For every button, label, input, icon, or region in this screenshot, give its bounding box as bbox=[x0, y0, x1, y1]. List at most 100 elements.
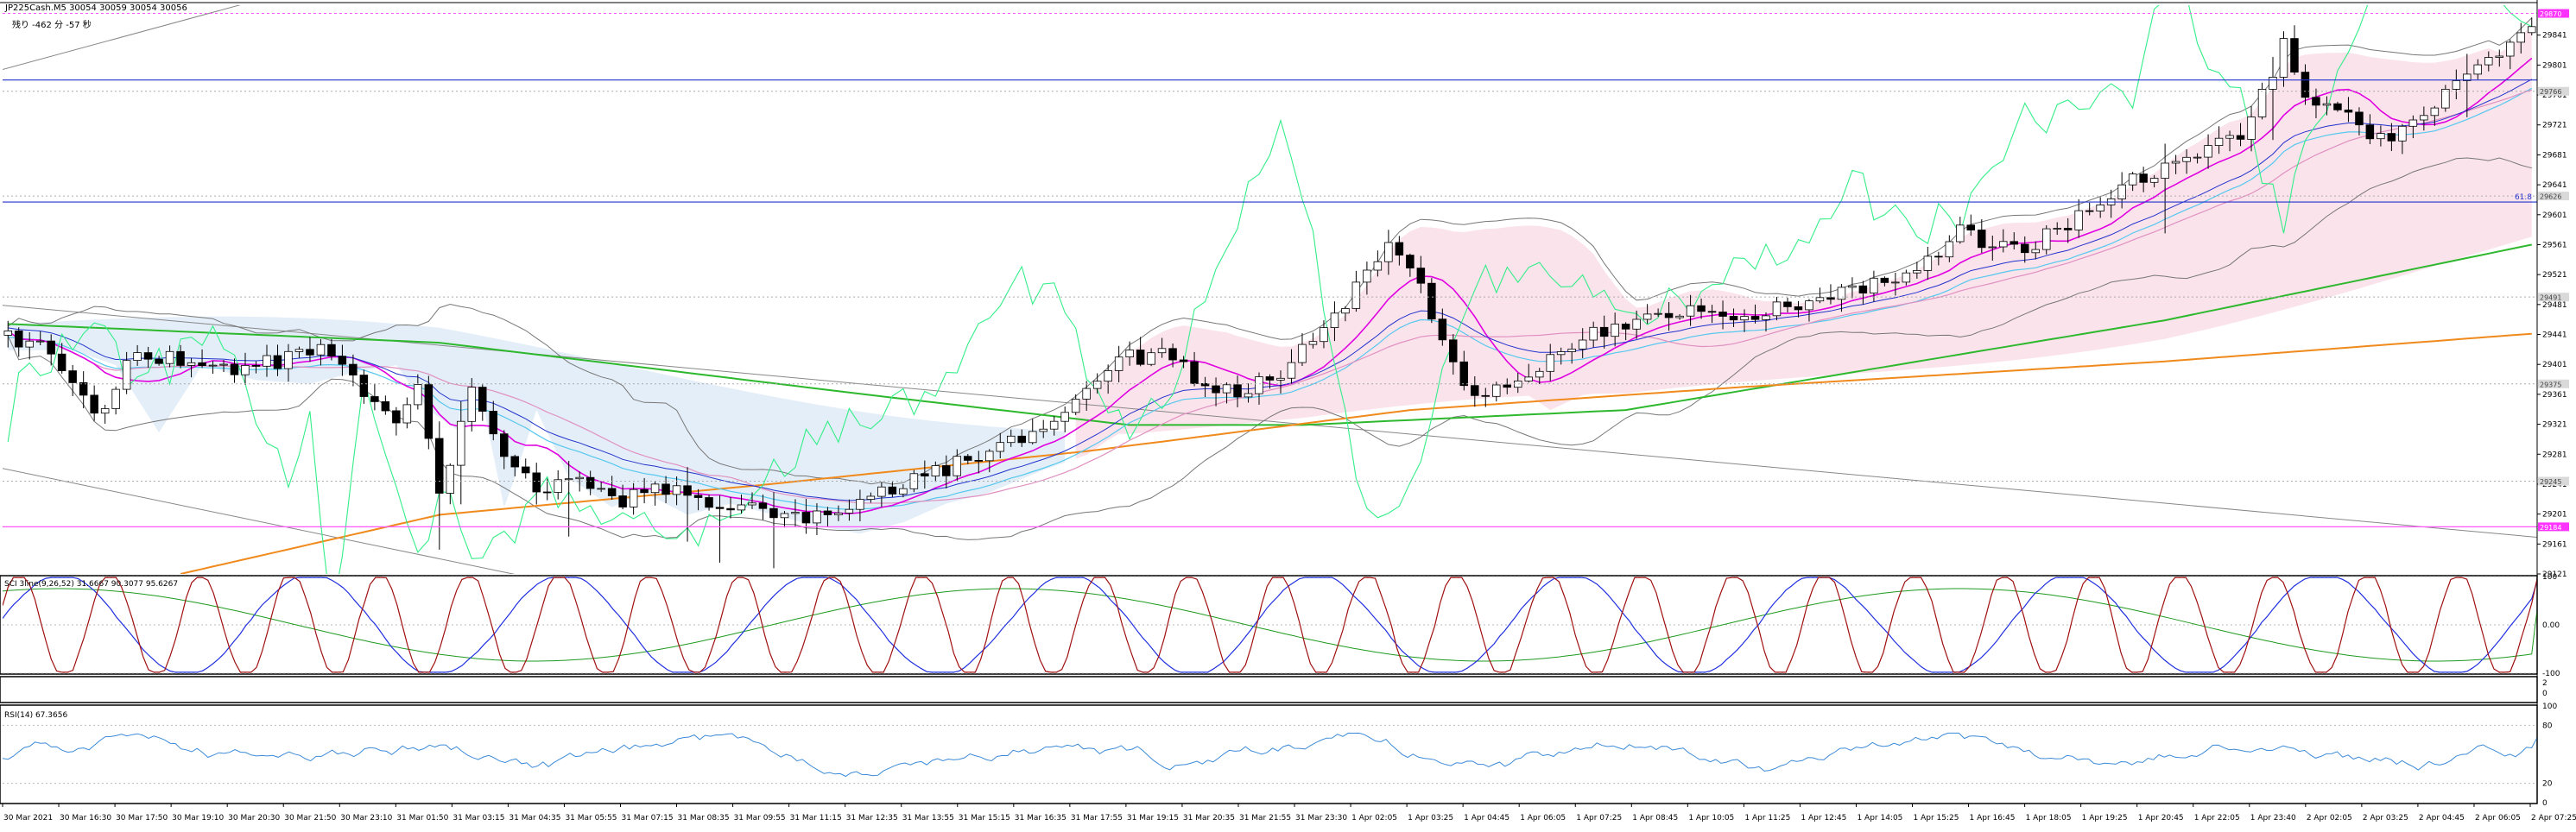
candle[interactable] bbox=[35, 331, 45, 346]
candle[interactable] bbox=[1826, 284, 1835, 305]
candle[interactable] bbox=[457, 400, 465, 505]
candle[interactable] bbox=[1492, 381, 1501, 402]
candle[interactable] bbox=[2182, 149, 2191, 174]
candle[interactable] bbox=[2322, 96, 2332, 116]
candle[interactable] bbox=[554, 470, 562, 500]
candle[interactable] bbox=[143, 346, 153, 369]
candle[interactable] bbox=[1567, 343, 1576, 364]
candle[interactable] bbox=[1664, 302, 1674, 331]
candle[interactable] bbox=[834, 505, 843, 521]
candle[interactable] bbox=[2214, 126, 2224, 154]
candle[interactable] bbox=[251, 361, 261, 374]
candle[interactable] bbox=[1416, 255, 1426, 293]
candles[interactable] bbox=[3, 17, 2536, 569]
candle[interactable] bbox=[2333, 101, 2342, 112]
candle[interactable] bbox=[316, 338, 326, 366]
candle[interactable] bbox=[381, 395, 390, 415]
candle[interactable] bbox=[640, 477, 649, 504]
candle[interactable] bbox=[629, 482, 638, 515]
candle[interactable] bbox=[392, 407, 401, 436]
candle[interactable] bbox=[1535, 368, 1544, 385]
candle[interactable] bbox=[1049, 416, 1059, 436]
candle[interactable] bbox=[1880, 276, 1889, 287]
candle[interactable] bbox=[1007, 429, 1016, 447]
candle[interactable] bbox=[1848, 277, 1857, 299]
candle[interactable] bbox=[2441, 85, 2450, 112]
candle[interactable] bbox=[2312, 88, 2320, 118]
candle[interactable] bbox=[1373, 250, 1383, 277]
candle[interactable] bbox=[1772, 297, 1782, 321]
candle[interactable] bbox=[1351, 270, 1361, 312]
candle[interactable] bbox=[2031, 241, 2040, 260]
candle[interactable] bbox=[683, 467, 692, 542]
candle[interactable] bbox=[1438, 308, 1447, 346]
candle[interactable] bbox=[1029, 419, 1037, 444]
candle[interactable] bbox=[1589, 321, 1598, 348]
candle[interactable] bbox=[1157, 337, 1167, 358]
candle[interactable] bbox=[294, 346, 304, 358]
candle[interactable] bbox=[434, 421, 444, 550]
candle[interactable] bbox=[1471, 376, 1479, 407]
candle[interactable] bbox=[1449, 334, 1458, 375]
candle[interactable] bbox=[230, 358, 239, 383]
candle[interactable] bbox=[2398, 123, 2407, 154]
candle[interactable] bbox=[219, 360, 228, 373]
candle[interactable] bbox=[2387, 123, 2396, 151]
candle[interactable] bbox=[542, 478, 552, 501]
candle[interactable] bbox=[2462, 54, 2472, 117]
candle[interactable] bbox=[133, 344, 142, 366]
candle[interactable] bbox=[650, 481, 660, 506]
candle[interactable] bbox=[693, 488, 703, 511]
candle[interactable] bbox=[2204, 134, 2212, 169]
candle[interactable] bbox=[424, 375, 434, 450]
candle[interactable] bbox=[1815, 287, 1825, 304]
candle[interactable] bbox=[899, 483, 908, 498]
candle[interactable] bbox=[1287, 349, 1296, 384]
candle[interactable] bbox=[2301, 64, 2310, 105]
candle[interactable] bbox=[1459, 350, 1469, 391]
candle[interactable] bbox=[1092, 373, 1102, 394]
candle[interactable] bbox=[1966, 214, 1975, 236]
candle[interactable] bbox=[1837, 283, 1846, 312]
candle[interactable] bbox=[942, 455, 951, 488]
candle[interactable] bbox=[1686, 294, 1695, 326]
candle[interactable] bbox=[176, 344, 185, 369]
candle[interactable] bbox=[1805, 299, 1813, 322]
candle[interactable] bbox=[1222, 381, 1231, 404]
candle[interactable] bbox=[1707, 305, 1717, 324]
candle[interactable] bbox=[1977, 219, 1986, 254]
candle[interactable] bbox=[737, 494, 746, 514]
candle[interactable] bbox=[769, 492, 778, 569]
candle[interactable] bbox=[2279, 31, 2288, 87]
candle[interactable] bbox=[2344, 97, 2353, 123]
candle[interactable] bbox=[1147, 348, 1155, 367]
candle[interactable] bbox=[2053, 222, 2061, 236]
candle[interactable] bbox=[1891, 273, 1900, 296]
candle[interactable] bbox=[888, 482, 897, 498]
main-price-panel[interactable] bbox=[3, 0, 2537, 616]
candle[interactable] bbox=[791, 499, 800, 527]
candle[interactable] bbox=[1200, 376, 1210, 398]
candle[interactable] bbox=[2257, 82, 2267, 120]
candle[interactable] bbox=[877, 482, 886, 507]
candle[interactable] bbox=[1762, 312, 1770, 332]
candle[interactable] bbox=[1750, 304, 1760, 324]
candle[interactable] bbox=[1071, 394, 1080, 415]
candle[interactable] bbox=[208, 361, 218, 375]
candle[interactable] bbox=[1675, 313, 1684, 320]
candle[interactable] bbox=[1179, 356, 1188, 369]
candle[interactable] bbox=[1255, 372, 1263, 405]
candle[interactable] bbox=[597, 482, 605, 493]
candle[interactable] bbox=[585, 470, 595, 495]
candle[interactable] bbox=[1363, 262, 1371, 295]
candle[interactable] bbox=[2452, 69, 2461, 100]
candle[interactable] bbox=[1718, 300, 1727, 330]
candle[interactable] bbox=[1556, 347, 1566, 365]
candle[interactable] bbox=[1125, 341, 1134, 366]
candle[interactable] bbox=[1578, 328, 1587, 358]
candle[interactable] bbox=[1934, 251, 1943, 266]
candle[interactable] bbox=[1642, 304, 1652, 325]
candle[interactable] bbox=[1923, 246, 1933, 280]
candle[interactable] bbox=[111, 386, 120, 415]
